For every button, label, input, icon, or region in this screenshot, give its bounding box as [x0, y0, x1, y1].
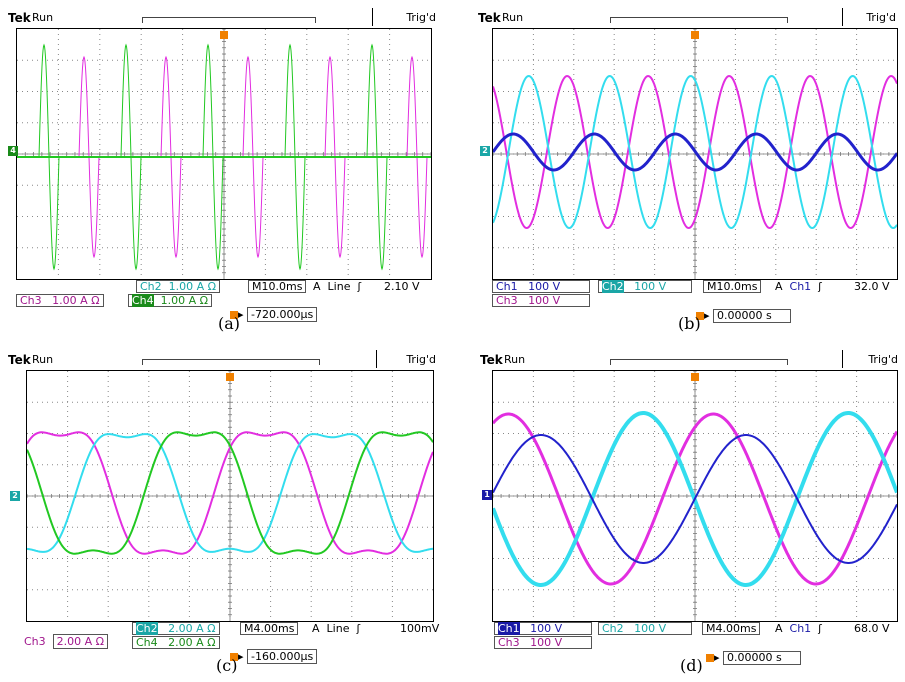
trigger-source: A Line ʃ: [312, 622, 361, 635]
run-status: Run: [32, 11, 54, 24]
trigger-position: ▸ 0.00000 s: [706, 651, 802, 665]
scope-panel-b: Tek Run Trig'd 2 Ch1 100 V Ch2 100 V M10…: [478, 8, 898, 338]
scope-header: Tek Run Trig'd: [480, 350, 900, 370]
scope-header: Tek Run Trig'd: [8, 350, 438, 370]
ch2-readout: Ch2 1.00 A Ω: [136, 280, 221, 293]
trigger-position-icon: [706, 654, 714, 662]
timebase-readout: M4.00ms: [240, 622, 299, 635]
trigger-status: Trig'd: [406, 353, 436, 366]
brand-label: Tek: [478, 11, 501, 25]
trigger-status: Trig'd: [866, 11, 896, 24]
ch1-trace: [493, 434, 897, 564]
graticule: [493, 29, 897, 279]
scope-panel-d: Tek Run Trig'd 1 Ch1 100 V Ch2 100 V M4.…: [480, 350, 900, 680]
ch3-readout: Ch3 1.00 A Ω: [16, 294, 104, 307]
run-status: Run: [32, 353, 54, 366]
ch3-trace: [493, 74, 897, 230]
ch4-readout: Ch4 1.00 A Ω: [128, 294, 213, 307]
timebase-readout: M10.0ms: [703, 280, 762, 293]
ch3-readout: Ch3 100 V: [492, 294, 590, 307]
readout-area: Ch2 2.00 A Ω M4.00ms A Line ʃ 100mV Ch3 …: [8, 622, 440, 664]
trigger-bar: [142, 359, 320, 365]
channel-marker: 4: [8, 146, 18, 156]
trigger-time-marker: [691, 31, 699, 39]
readout-area: Ch1 100 V Ch2 100 V M10.0ms A Ch1 ʃ 32.0…: [478, 280, 905, 323]
scope-screen: [492, 370, 898, 622]
panel-caption: (d): [680, 656, 703, 675]
waveform-plot: [493, 371, 897, 621]
ch1-readout: Ch1 100 V: [494, 622, 592, 635]
scope-screen: [26, 370, 434, 622]
scope-screen: [492, 28, 898, 280]
trigger-bar: [610, 359, 788, 365]
trigger-time-marker: [691, 373, 699, 381]
panel-caption: (b): [678, 314, 701, 333]
scope-screen: [16, 28, 432, 280]
ch1-readout: Ch1 100 V: [492, 280, 590, 293]
ch4-readout: Ch4 2.00 A Ω: [132, 636, 220, 649]
scope-header: Tek Run Trig'd: [8, 8, 438, 28]
trigger-time-marker: [220, 31, 228, 39]
trigger-position: ▸ -720.000µs: [230, 307, 318, 322]
header-divider: [842, 350, 843, 368]
trigger-source: A Ch1 ʃ: [775, 280, 822, 293]
trigger-level: 68.0 V: [854, 622, 890, 635]
trigger-position: ▸ 0.00000 s: [696, 309, 792, 323]
trigger-source: A Ch1 ʃ: [775, 622, 822, 635]
scope-panel-a: Tek Run Trig'd 4 Ch2 1.00 A Ω M10.0ms A …: [8, 8, 438, 338]
run-status: Run: [502, 11, 524, 24]
trigger-source: A Line ʃ: [313, 280, 362, 293]
brand-label: Tek: [480, 353, 503, 367]
brand-label: Tek: [8, 353, 31, 367]
trigger-level: 2.10 V: [384, 280, 420, 293]
timebase-readout: M10.0ms: [248, 280, 307, 293]
trigger-time-marker: [226, 373, 234, 381]
ch2-trace: [493, 74, 897, 230]
trigger-status: Trig'd: [406, 11, 436, 24]
ch2-trace: [27, 433, 433, 553]
run-status: Run: [504, 353, 526, 366]
header-divider: [376, 350, 377, 368]
trigger-position-icon: [230, 311, 238, 319]
brand-label: Tek: [8, 11, 31, 25]
trigger-level: 32.0 V: [854, 280, 890, 293]
trigger-bar: [142, 17, 316, 23]
channel-marker: 1: [482, 490, 492, 500]
panel-caption: (c): [216, 656, 238, 675]
scope-header: Tek Run Trig'd: [478, 8, 898, 28]
ch2-readout: Ch2 100 V: [598, 622, 692, 635]
waveform-plot: [17, 29, 431, 279]
graticule: [27, 371, 433, 621]
trigger-status: Trig'd: [868, 353, 898, 366]
trigger-level: 100mV: [400, 622, 440, 635]
ch2-readout: Ch2 2.00 A Ω: [132, 622, 220, 635]
header-divider: [842, 8, 843, 26]
ch3-readout: Ch3 100 V: [494, 636, 592, 649]
channel-marker: 2: [480, 146, 490, 156]
waveform-plot: [493, 29, 897, 279]
ch4-trace: [27, 431, 433, 555]
readout-area: Ch1 100 V Ch2 100 V M4.00ms A Ch1 ʃ 68.0…: [480, 622, 905, 665]
trigger-position: ▸ -160.000µs: [230, 649, 318, 664]
ch3-readout: Ch3 2.00 A Ω: [24, 634, 109, 649]
waveform-plot: [27, 371, 433, 621]
readout-area: Ch2 1.00 A Ω M10.0ms A Line ʃ 2.10 V Ch3…: [8, 280, 438, 322]
trigger-position-icon: [230, 653, 238, 661]
trigger-position-icon: [696, 312, 704, 320]
timebase-readout: M4.00ms: [702, 622, 761, 635]
ch1-trace: [493, 132, 897, 172]
ch2-readout: Ch2 100 V: [598, 280, 692, 293]
channel-marker: 2: [10, 491, 20, 501]
header-divider: [372, 8, 373, 26]
scope-panel-c: Tek Run Trig'd 2 Ch2 2.00 A Ω M4.00ms A …: [8, 350, 440, 680]
trigger-bar: [610, 17, 788, 23]
panel-caption: (a): [218, 314, 241, 333]
ch3-trace: [493, 412, 897, 586]
